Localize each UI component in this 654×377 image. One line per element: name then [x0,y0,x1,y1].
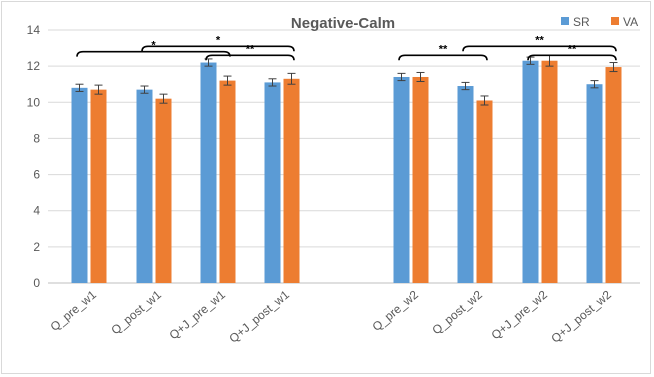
error-bar [461,81,470,91]
x-tick-label: Q+J_pre_w1 [167,287,229,342]
significance-bracket [398,54,488,61]
error-bar [223,75,232,86]
y-axis-ticks: 0 2 4 6 8 10 12 14 [27,23,41,290]
significance-bracket [141,45,295,52]
bar-va-Q_pre_w1 [90,89,107,283]
significance-label: ** [535,34,544,46]
y-tick-label: 4 [33,204,40,218]
significance-brackets: * *** ****** [76,34,617,61]
y-tick-label: 12 [27,59,41,73]
x-tick-label: Q+J_post_w1 [226,287,292,345]
y-tick-label: 8 [33,131,40,145]
bar-va-Q+J_pre_w1 [219,80,236,283]
x-axis-labels: Q_pre_w1 Q_post_w1 Q+J_pre_w1Q+J_post_w1 Q_… [48,287,615,345]
error-bar [140,85,149,94]
bars [71,60,622,284]
y-tick-label: 6 [33,168,40,182]
error-bar [590,80,599,89]
bar-va-Q+J_pre_w2 [541,60,558,283]
legend-label-va: VA [623,15,638,29]
error-bar [416,71,425,83]
error-bar [75,83,84,92]
bar-sr-Q_pre_w1 [71,87,88,283]
bar-va-Q_post_w1 [155,98,172,284]
bar-va-Q+J_post_w1 [283,78,300,284]
legend-label-sr: SR [573,15,590,29]
chart-title: Negative-Calm [291,15,395,32]
bar-sr-Q_post_w2 [457,86,474,284]
bar-sr-Q+J_post_w1 [264,82,281,284]
error-bars [75,54,618,106]
legend-swatch-va [611,17,619,25]
error-bar [268,78,277,87]
significance-label: * [216,34,221,46]
significance-bracket [205,54,295,61]
significance-label: ** [568,43,577,55]
error-bar [480,95,489,106]
bar-sr-Q+J_post_w2 [586,84,603,283]
x-tick-label: Q_post_w2 [429,287,485,337]
significance-label: ** [439,43,448,55]
error-bar [526,56,535,65]
error-bar [94,84,103,95]
x-tick-label: Q_pre_w1 [48,287,100,334]
significance-bracket [76,50,231,57]
x-tick-label: Q+J_post_w2 [548,287,614,345]
y-tick-label: 0 [33,276,40,290]
significance-label: ** [246,43,255,55]
error-bar [397,72,406,82]
error-bar [609,62,618,73]
error-bar [159,93,168,104]
bar-va-Q+J_post_w2 [605,67,622,284]
bar-va-Q_pre_w2 [412,76,429,283]
significance-bracket [527,54,617,61]
bar-sr-Q+J_pre_w2 [522,60,539,283]
error-bar [287,72,296,85]
y-tick-label: 14 [27,23,41,37]
x-tick-label: Q_post_w1 [108,287,164,337]
x-tick-label: Q_pre_w2 [370,287,422,334]
bar-va-Q_post_w2 [476,100,493,283]
legend-swatch-sr [561,17,569,25]
bar-sr-Q_pre_w2 [393,76,410,283]
significance-bracket [462,45,617,52]
bar-sr-Q+J_pre_w1 [200,62,217,284]
legend: SR VA [561,15,638,29]
y-tick-label: 2 [33,240,40,254]
y-tick-label: 10 [27,95,41,109]
x-tick-label: Q+J_pre_w2 [489,287,551,342]
bar-sr-Q_post_w1 [136,89,153,283]
